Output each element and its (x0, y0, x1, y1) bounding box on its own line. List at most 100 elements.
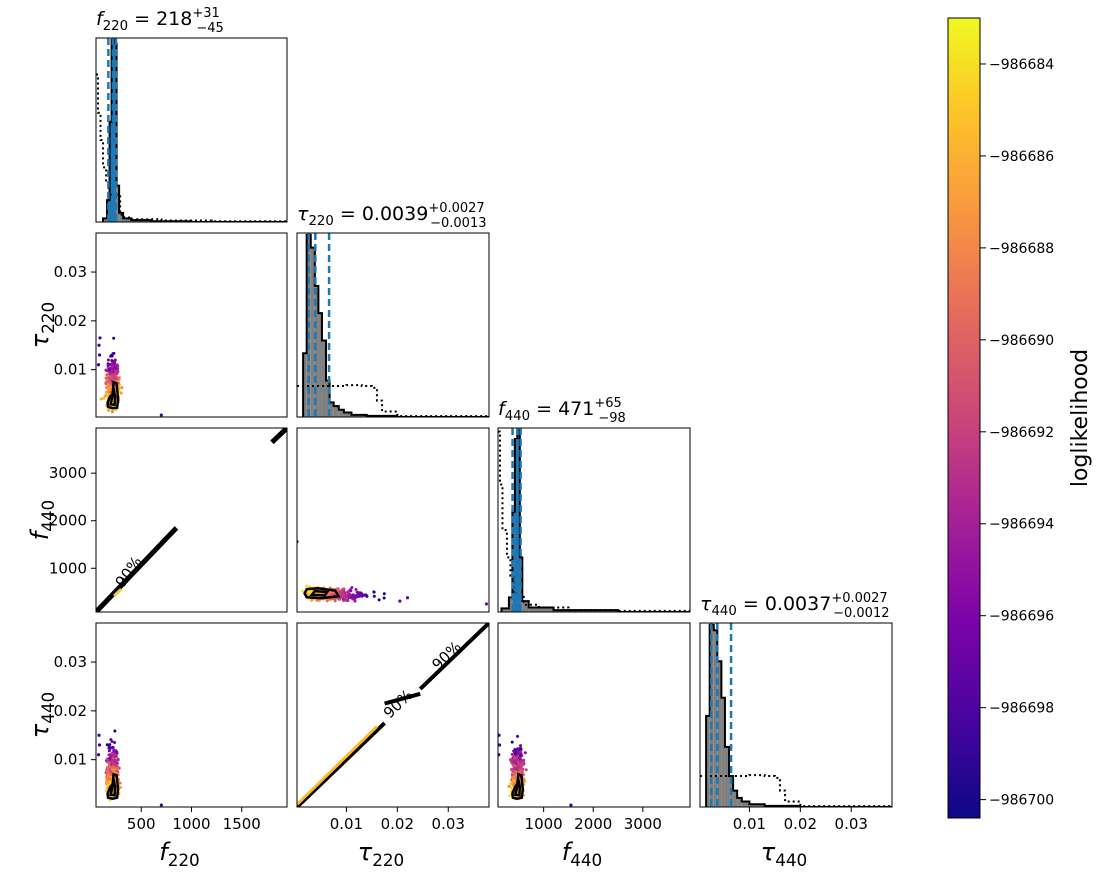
contour-line (270, 428, 287, 445)
scatter-trace (297, 725, 379, 806)
scatter-point (105, 743, 109, 747)
scatter-point (97, 733, 101, 737)
hist-bar-tau440 (721, 697, 725, 807)
y-axis-label-f440: f440 (26, 500, 58, 540)
scatter-point (107, 749, 111, 753)
x-tick-label-tau220: 0.03 (432, 815, 465, 833)
scatter-point (509, 782, 513, 786)
hist-outline-f220 (102, 38, 287, 222)
hist-bar-tau440 (713, 630, 718, 807)
scatter-point (514, 762, 518, 766)
panel-frame (95, 37, 288, 223)
hist-bar-tau220 (314, 285, 319, 417)
scatter-point (110, 362, 114, 366)
scatter-point (112, 360, 116, 364)
scatter-point (112, 408, 116, 412)
x-tick-label-tau440: 0.03 (835, 815, 868, 833)
panel-frame (95, 622, 288, 808)
scatter-point (120, 386, 124, 390)
contour-line (106, 772, 120, 800)
panel-frame (296, 232, 490, 418)
scatter-point (519, 744, 523, 748)
y-tick-label-tau220: 0.03 (54, 263, 87, 281)
scatter-point (507, 784, 511, 788)
contour-line (513, 778, 522, 797)
scatter-point (510, 768, 514, 772)
scatter-point (355, 590, 359, 594)
contour-line (418, 623, 489, 691)
contour-label: 90% (380, 686, 416, 722)
hist-bar-tau440 (733, 790, 738, 807)
panel-tau440-vs-tau220: 90% 90% (297, 623, 489, 807)
scatter-trace (113, 588, 123, 597)
scatter-point (513, 756, 517, 760)
hist-bar-f220 (119, 212, 124, 222)
scatter-point (104, 382, 108, 386)
colorbar-tick-label: −986700 (989, 793, 1054, 809)
scatter-point (112, 336, 116, 340)
scatter-point (111, 745, 115, 749)
panel-f440-vs-tau220 (297, 540, 489, 606)
scatter-point (518, 754, 522, 758)
panel-f440-vs-f220: 90% (96, 428, 287, 612)
scatter-point (352, 595, 356, 599)
scatter-point (508, 794, 512, 798)
hist-bar-f440 (501, 608, 509, 612)
hist-credible-bar-f220 (108, 200, 110, 222)
scatter-point (350, 585, 354, 589)
scatter-point (516, 768, 520, 772)
scatter-point (512, 776, 516, 780)
y-tick-label-tau220: 0.01 (54, 361, 87, 379)
hist-credible-bar-f440 (514, 438, 518, 612)
hist-bar-tau440 (741, 801, 750, 807)
scatter-point (113, 740, 117, 744)
scatter-point (108, 747, 112, 751)
scatter-point (364, 593, 368, 597)
hist-bar-tau220 (343, 412, 352, 417)
y-axis-label-tau440: τ440 (26, 692, 58, 738)
scatter-point (109, 775, 113, 779)
scatter-point (515, 757, 519, 761)
scatter-point (498, 753, 501, 757)
contour-line (109, 387, 117, 407)
colorbar-tick-label: −986686 (989, 149, 1054, 165)
scatter-point (115, 761, 119, 765)
scatter-point (97, 343, 101, 347)
scatter-point (510, 759, 514, 763)
contour-line (511, 772, 525, 800)
hist-bar-f440 (528, 607, 554, 612)
prior-line-f220 (96, 73, 287, 222)
x-tick-label-tau440: 0.01 (733, 815, 766, 833)
panel-tau220-vs-f220 (96, 336, 163, 417)
hist-outline-tau440 (705, 623, 892, 807)
y-tick-label-f440: 1000 (49, 559, 87, 577)
scatter-point (354, 587, 358, 591)
scatter-point (484, 602, 489, 606)
panel-tau440-vs-f440 (498, 733, 573, 807)
scatter-point (117, 383, 121, 387)
colorbar-tick-label: −986698 (989, 701, 1054, 717)
scatter-point (300, 589, 304, 593)
scatter-point (103, 394, 107, 398)
hist-bar-f220 (116, 185, 120, 222)
scatter-point (516, 734, 520, 738)
scatter-point (105, 779, 109, 783)
hist-bar-tau220 (333, 406, 339, 417)
scatter-point (112, 749, 116, 753)
scatter-point (110, 751, 114, 755)
scatter-point (115, 750, 119, 754)
panel-tau220-vs-tau220 (297, 233, 489, 417)
scatter-point (520, 771, 524, 775)
diagonal-title-tau440: τ440 = 0.0037+0.0027 −0.0012 (700, 591, 890, 621)
scatter-point (372, 590, 376, 594)
scatter-point (348, 594, 352, 598)
hist-bar-tau220 (310, 247, 315, 417)
colorbar-tick-label: −986690 (989, 333, 1054, 349)
scatter-point (159, 803, 163, 807)
scatter-point (109, 375, 113, 379)
scatter-point (331, 593, 335, 597)
hist-bar-tau220 (329, 402, 334, 417)
scatter-point (107, 761, 111, 765)
scatter-point (515, 755, 519, 759)
